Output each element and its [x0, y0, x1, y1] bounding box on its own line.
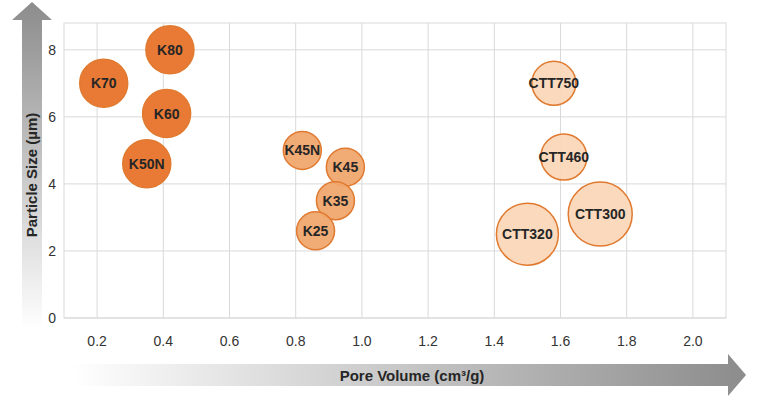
page: {"chart_data": {"type": "scatter", "x_la… [0, 0, 770, 399]
x-arrow [72, 354, 746, 396]
bubble-label: K50N [129, 156, 165, 172]
grid-line [692, 23, 693, 318]
bubble-label: CTT300 [575, 206, 626, 222]
bubble-label: K45 [333, 159, 359, 175]
bubble-label: CTT320 [502, 226, 553, 242]
bubble-label: K70 [91, 75, 117, 91]
bubble [568, 182, 632, 246]
grid-line [64, 250, 726, 251]
grid-line [428, 23, 429, 318]
bubble [496, 203, 558, 265]
x-tick-label: 0.2 [87, 333, 107, 349]
bubble [123, 140, 171, 188]
y-arrow [12, 2, 52, 330]
y-tick-label: 2 [48, 243, 56, 259]
bubble [80, 59, 128, 107]
x-tick-label: 0.4 [154, 333, 174, 349]
x-tick-label: 0.6 [220, 333, 240, 349]
y-axis-title: Particle Size (µm) [23, 113, 40, 238]
grid-line [494, 23, 495, 318]
plot-frame [64, 23, 726, 318]
x-axis-title: Pore Volume (cm³/g) [340, 367, 485, 384]
grid-line [64, 183, 726, 184]
bubble-label: CTT460 [539, 149, 590, 165]
bubble [143, 90, 191, 138]
x-tick-label: 1.8 [617, 333, 637, 349]
bubble [326, 148, 364, 186]
bubble-label: K60 [154, 106, 180, 122]
x-tick-label: 1.2 [418, 333, 438, 349]
grid-line [626, 23, 627, 318]
x-tick-label: 1.4 [485, 333, 505, 349]
bubble-label: K45N [284, 142, 320, 158]
bubble [297, 212, 335, 250]
x-tick-label: 0.8 [286, 333, 306, 349]
y-tick-label: 0 [48, 310, 56, 326]
grid-line [229, 23, 230, 318]
bubble-label: K80 [157, 42, 183, 58]
bubble-label: K25 [303, 223, 329, 239]
x-tick-label: 1.0 [352, 333, 372, 349]
x-tick-label: 1.6 [551, 333, 571, 349]
y-tick-label: 6 [48, 109, 56, 125]
grid-line [295, 23, 296, 318]
bubble-label: CTT750 [529, 75, 580, 91]
y-tick-label: 4 [48, 176, 56, 192]
bubble-label: K35 [323, 193, 349, 209]
bubble [146, 26, 194, 74]
chart: 0.2 0.4 0.6 0.8 1.0 1.2 1.4 1.6 1.8 2.0 0 2 4 6 8 K70 K8… [0, 0, 770, 399]
bubble [283, 131, 321, 169]
grid-line [64, 318, 726, 319]
bubbles [80, 26, 633, 265]
y-tick-label: 8 [48, 42, 56, 58]
x-tick-label: 2.0 [683, 333, 703, 349]
